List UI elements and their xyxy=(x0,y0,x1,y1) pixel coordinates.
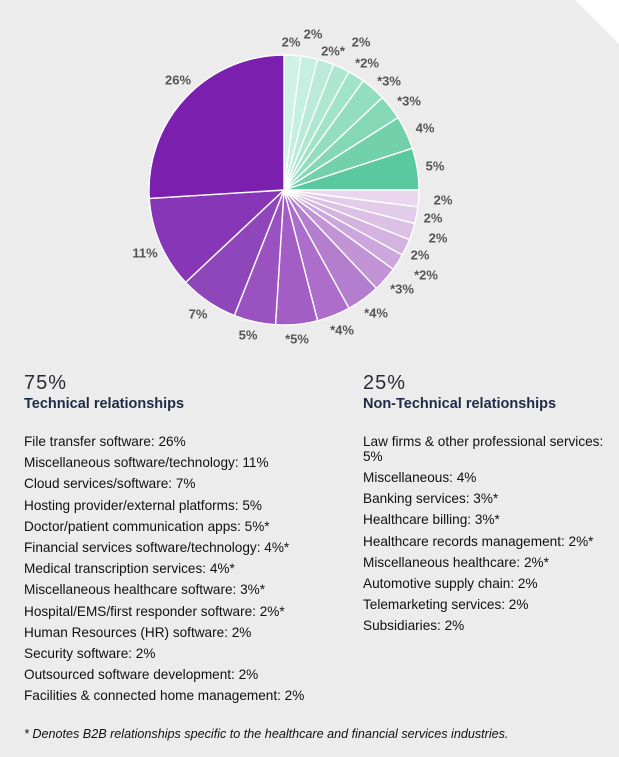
slice-label: 2% xyxy=(429,230,448,245)
folded-corner xyxy=(575,0,619,44)
slice-label: 2% xyxy=(434,192,453,207)
slice-label: 5% xyxy=(426,158,445,173)
non-technical-title: Non-Technical relationships xyxy=(363,396,557,412)
slice-label: *3% xyxy=(377,73,401,88)
pie-chart: 2%2%2%*2%*2%*3%*3%4%5%2%2%2%2%*2%*3%*4%*… xyxy=(132,26,453,346)
footnote: * Denotes B2B relationships specific to … xyxy=(24,727,509,741)
slice-label: 11% xyxy=(132,245,158,260)
list-item: Human Resources (HR) software: 2% xyxy=(24,624,252,640)
non-technical-list: Law firms & other professional services:… xyxy=(363,431,613,637)
list-item: Cloud services/software: 7% xyxy=(24,476,196,492)
list-item: Miscellaneous healthcare: 2%* xyxy=(363,554,549,570)
list-item: Healthcare records management: 2%* xyxy=(363,533,594,549)
slice-label: *5% xyxy=(285,331,309,346)
slice-label: 2% xyxy=(282,34,301,49)
list-item: Facilities & connected home management: … xyxy=(24,688,305,704)
technical-column: 75% Technical relationships File transfe… xyxy=(24,372,304,707)
slice-label: 2% xyxy=(352,34,371,49)
list-item: Hospital/EMS/first responder software: 2… xyxy=(24,603,285,619)
list-item: File transfer software: 26% xyxy=(24,434,186,449)
list-item: Outsourced software development: 2% xyxy=(24,667,259,683)
slice-label: 2% xyxy=(424,210,443,225)
slice-label: *2% xyxy=(355,55,379,70)
technical-title: Technical relationships xyxy=(24,396,185,412)
non-technical-column: 25% Non-Technical relationships Law firm… xyxy=(363,372,613,637)
list-item: Medical transcription services: 4%* xyxy=(24,561,235,577)
list-item: Hosting provider/external platforms: 5% xyxy=(24,497,262,513)
non-technical-percent: 25% xyxy=(363,372,407,394)
list-item: Financial services software/technology: … xyxy=(24,540,290,556)
technical-percent: 75% xyxy=(24,372,68,394)
list-item: Banking services: 3%* xyxy=(363,491,499,507)
list-item: Law firms & other professional services:… xyxy=(363,434,604,464)
list-item: Doctor/patient communication apps: 5%* xyxy=(24,518,270,534)
slice-label: *3% xyxy=(397,93,421,108)
list-item: Automotive supply chain: 2% xyxy=(363,576,538,592)
slice-label: 4% xyxy=(416,120,435,135)
list-item: Miscellaneous healthcare software: 3%* xyxy=(24,582,266,598)
list-item: Healthcare billing: 3%* xyxy=(363,512,500,528)
list-item: Telemarketing services: 2% xyxy=(363,597,529,613)
slice-label: *2% xyxy=(414,267,438,282)
slice-label: *4% xyxy=(364,305,388,320)
list-item: Miscellaneous software/technology: 11% xyxy=(24,455,269,471)
slice-label: 2% xyxy=(411,247,430,262)
technical-list: File transfer software: 26% Miscellaneous… xyxy=(24,431,304,707)
slice-label: 7% xyxy=(189,306,208,321)
slice-label: *4% xyxy=(330,322,354,337)
slice-label: 2%* xyxy=(321,43,346,58)
pie-slice xyxy=(148,189,286,284)
slice-label: *3% xyxy=(390,281,414,296)
slice-label: 2% xyxy=(304,26,323,41)
pie-slice xyxy=(148,54,285,200)
slice-label: 5% xyxy=(239,327,258,342)
slice-label: 26% xyxy=(165,72,191,87)
list-item: Subsidiaries: 2% xyxy=(363,618,465,634)
list-item: Security software: 2% xyxy=(24,646,156,662)
list-item: Miscellaneous: 4% xyxy=(363,470,477,485)
